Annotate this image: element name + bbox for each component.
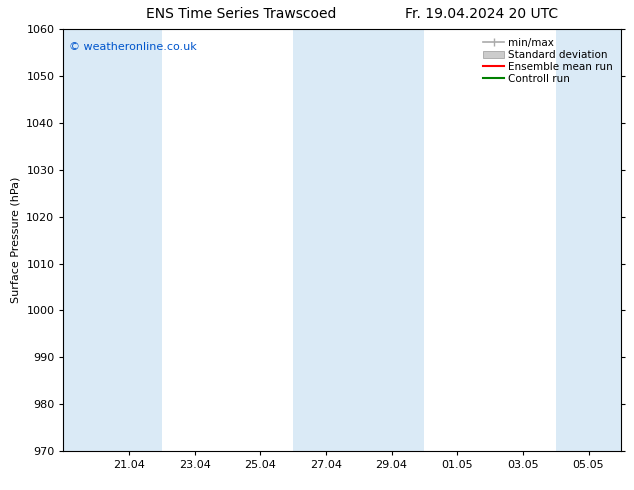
Bar <box>63 29 162 451</box>
Text: ENS Time Series Trawscoed: ENS Time Series Trawscoed <box>146 7 336 22</box>
Bar <box>555 29 621 451</box>
Bar <box>359 29 424 451</box>
Text: Fr. 19.04.2024 20 UTC: Fr. 19.04.2024 20 UTC <box>405 7 559 22</box>
Text: © weatheronline.co.uk: © weatheronline.co.uk <box>69 42 197 52</box>
Bar <box>293 29 359 451</box>
Y-axis label: Surface Pressure (hPa): Surface Pressure (hPa) <box>11 177 21 303</box>
Legend: min/max, Standard deviation, Ensemble mean run, Controll run: min/max, Standard deviation, Ensemble me… <box>480 35 616 87</box>
